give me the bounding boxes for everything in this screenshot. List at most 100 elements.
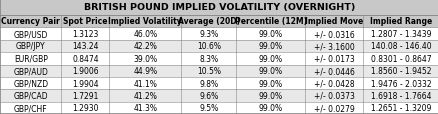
Bar: [181, 65, 236, 77]
Bar: [109, 65, 181, 77]
Bar: [181, 102, 236, 114]
Bar: [109, 53, 181, 65]
Text: GBP/AUD: GBP/AUD: [13, 67, 48, 76]
Bar: [109, 28, 181, 40]
Bar: [236, 15, 305, 28]
Text: EUR/GBP: EUR/GBP: [14, 54, 48, 63]
Bar: [305, 15, 362, 28]
Bar: [0, 15, 61, 28]
Text: GBP/CAD: GBP/CAD: [14, 91, 48, 100]
Bar: [0, 0, 438, 15]
Bar: [362, 53, 438, 65]
Text: 1.2930: 1.2930: [72, 103, 99, 112]
Bar: [0, 89, 61, 102]
Text: 1.9006: 1.9006: [72, 67, 99, 76]
Bar: [109, 15, 181, 28]
Text: Implied Range: Implied Range: [369, 17, 431, 26]
Text: GBP/USD: GBP/USD: [14, 30, 48, 39]
Text: GBP/CHF: GBP/CHF: [14, 103, 47, 112]
Text: +/- 3.1600: +/- 3.1600: [313, 42, 354, 51]
Text: 9.6%: 9.6%: [199, 91, 218, 100]
Bar: [305, 102, 362, 114]
Text: 143.24: 143.24: [72, 42, 99, 51]
Bar: [305, 65, 362, 77]
Bar: [109, 89, 181, 102]
Bar: [181, 89, 236, 102]
Bar: [236, 89, 305, 102]
Text: 44.9%: 44.9%: [133, 67, 157, 76]
Bar: [0, 102, 61, 114]
Bar: [305, 53, 362, 65]
Bar: [305, 77, 362, 89]
Bar: [0, 53, 61, 65]
Text: 99.0%: 99.0%: [258, 103, 282, 112]
Text: 1.2807 - 1.3439: 1.2807 - 1.3439: [370, 30, 430, 39]
Text: 42.2%: 42.2%: [133, 42, 157, 51]
Text: 41.1%: 41.1%: [133, 79, 157, 88]
Text: +/- 0.0173: +/- 0.0173: [313, 54, 354, 63]
Text: +/- 0.0446: +/- 0.0446: [313, 67, 354, 76]
Text: +/- 0.0373: +/- 0.0373: [313, 91, 354, 100]
Bar: [109, 40, 181, 53]
Text: 99.0%: 99.0%: [258, 54, 282, 63]
Text: 1.3123: 1.3123: [72, 30, 98, 39]
Text: 0.8301 - 0.8647: 0.8301 - 0.8647: [370, 54, 430, 63]
Bar: [236, 53, 305, 65]
Bar: [305, 40, 362, 53]
Text: 1.6918 - 1.7664: 1.6918 - 1.7664: [370, 91, 430, 100]
Text: Average (20D): Average (20D): [177, 17, 239, 26]
Bar: [61, 65, 109, 77]
Text: 9.3%: 9.3%: [199, 30, 218, 39]
Bar: [305, 89, 362, 102]
Text: 8.3%: 8.3%: [199, 54, 218, 63]
Text: 99.0%: 99.0%: [258, 91, 282, 100]
Bar: [61, 28, 109, 40]
Text: 41.3%: 41.3%: [133, 103, 157, 112]
Bar: [181, 77, 236, 89]
Bar: [61, 102, 109, 114]
Bar: [236, 65, 305, 77]
Text: 1.9904: 1.9904: [72, 79, 99, 88]
Text: 10.6%: 10.6%: [196, 42, 220, 51]
Text: 1.7291: 1.7291: [72, 91, 98, 100]
Text: 41.2%: 41.2%: [133, 91, 157, 100]
Bar: [362, 65, 438, 77]
Text: 0.8474: 0.8474: [72, 54, 99, 63]
Text: 99.0%: 99.0%: [258, 42, 282, 51]
Text: 140.08 - 146.40: 140.08 - 146.40: [370, 42, 430, 51]
Bar: [305, 28, 362, 40]
Bar: [109, 77, 181, 89]
Bar: [61, 77, 109, 89]
Bar: [61, 40, 109, 53]
Bar: [236, 77, 305, 89]
Text: +/- 0.0428: +/- 0.0428: [313, 79, 353, 88]
Bar: [362, 89, 438, 102]
Text: 9.8%: 9.8%: [199, 79, 218, 88]
Bar: [181, 53, 236, 65]
Text: 99.0%: 99.0%: [258, 67, 282, 76]
Bar: [0, 40, 61, 53]
Text: GBP/NZD: GBP/NZD: [13, 79, 48, 88]
Text: +/- 0.0279: +/- 0.0279: [313, 103, 354, 112]
Bar: [181, 28, 236, 40]
Bar: [181, 15, 236, 28]
Bar: [0, 77, 61, 89]
Bar: [61, 53, 109, 65]
Bar: [0, 65, 61, 77]
Bar: [181, 40, 236, 53]
Text: Percentile (12M): Percentile (12M): [234, 17, 306, 26]
Bar: [362, 77, 438, 89]
Bar: [236, 40, 305, 53]
Text: Implied Volatility: Implied Volatility: [108, 17, 182, 26]
Text: 39.0%: 39.0%: [133, 54, 157, 63]
Bar: [362, 40, 438, 53]
Bar: [61, 89, 109, 102]
Text: 99.0%: 99.0%: [258, 79, 282, 88]
Bar: [109, 102, 181, 114]
Text: 99.0%: 99.0%: [258, 30, 282, 39]
Bar: [236, 28, 305, 40]
Text: 9.5%: 9.5%: [199, 103, 218, 112]
Text: 1.8560 - 1.9452: 1.8560 - 1.9452: [370, 67, 430, 76]
Text: 1.9476 - 2.0332: 1.9476 - 2.0332: [370, 79, 430, 88]
Text: 1.2651 - 1.3209: 1.2651 - 1.3209: [370, 103, 430, 112]
